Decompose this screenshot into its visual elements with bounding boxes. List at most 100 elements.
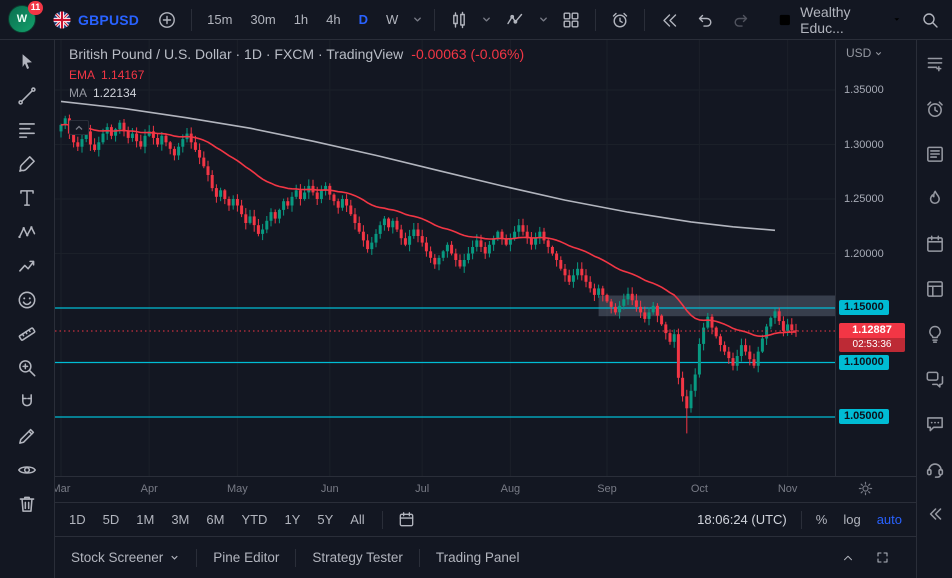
calendar-icon[interactable] bbox=[921, 232, 949, 256]
range-5y[interactable]: 5Y bbox=[317, 512, 334, 527]
currency-chevron-icon bbox=[876, 51, 882, 55]
news-icon[interactable] bbox=[921, 142, 949, 166]
level-price-label: 1.05000 bbox=[839, 409, 889, 424]
app-body: British Pound / U.S. Dollar · 1D · FXCM … bbox=[0, 40, 952, 578]
indicator-templates-chevron-icon[interactable] bbox=[537, 10, 549, 30]
auto-scale-toggle[interactable]: auto bbox=[876, 512, 902, 527]
trend-line-icon[interactable] bbox=[13, 82, 41, 110]
zoom-in-icon[interactable] bbox=[13, 354, 41, 382]
measure-icon[interactable] bbox=[13, 320, 41, 348]
chart-pane[interactable]: British Pound / U.S. Dollar · 1D · FXCM … bbox=[55, 40, 916, 476]
range-6m[interactable]: 6M bbox=[206, 512, 225, 527]
candlestick-chart[interactable] bbox=[55, 40, 835, 476]
range-5d[interactable]: 5D bbox=[102, 512, 120, 527]
symbol-button[interactable]: GBPUSD bbox=[46, 7, 145, 33]
hotlists-icon[interactable] bbox=[921, 187, 949, 211]
price-tick-label: 1.25000 bbox=[844, 193, 884, 205]
indicators-button[interactable] bbox=[501, 6, 529, 34]
top-toolbar: W 11 GBPUSD 15m 30m 1h 4h D W bbox=[0, 0, 952, 40]
range-1d[interactable]: 1D bbox=[69, 512, 86, 527]
interval-1h[interactable]: 1h bbox=[293, 12, 309, 27]
price-axis[interactable]: USD 1.35000 1.30000 1.25000 1.20000 1.15000 1… bbox=[835, 40, 916, 476]
time-axis-month-label: Oct bbox=[690, 483, 708, 495]
tab-trading-panel[interactable]: Trading Panel bbox=[435, 550, 520, 565]
interval-30m[interactable]: 30m bbox=[250, 12, 276, 27]
magnet-icon[interactable] bbox=[13, 388, 41, 416]
bar-countdown: 02:53:36 bbox=[839, 338, 905, 353]
tab-strategy-tester[interactable]: Strategy Tester bbox=[312, 550, 403, 565]
undo-button[interactable] bbox=[691, 6, 719, 34]
collapse-legend-button[interactable] bbox=[69, 120, 89, 135]
current-price-value: 1.12887 bbox=[852, 324, 892, 337]
alerts-icon[interactable] bbox=[921, 97, 949, 121]
chart-style-chevron-icon[interactable] bbox=[481, 10, 493, 30]
chart-style-candles-button[interactable] bbox=[445, 6, 473, 34]
account-avatar[interactable]: W 11 bbox=[8, 0, 43, 35]
drawing-toolbar bbox=[0, 40, 55, 578]
range-3m[interactable]: 3M bbox=[171, 512, 190, 527]
toolbar-separator bbox=[800, 510, 802, 529]
toolbar-separator bbox=[595, 8, 597, 31]
brush-icon[interactable] bbox=[13, 150, 41, 178]
fib-retracement-icon[interactable] bbox=[13, 116, 41, 144]
time-axis-month-label: Mar bbox=[55, 483, 71, 495]
gbp-flag-icon bbox=[53, 11, 71, 28]
redo-button[interactable] bbox=[727, 6, 755, 34]
support-icon[interactable] bbox=[921, 457, 949, 481]
expand-panel-chevron-button[interactable] bbox=[836, 546, 860, 570]
chart-plot[interactable]: British Pound / U.S. Dollar · 1D · FXCM … bbox=[55, 40, 835, 476]
chart-column: British Pound / U.S. Dollar · 1D · FXCM … bbox=[55, 40, 916, 578]
percent-scale-toggle[interactable]: % bbox=[815, 512, 828, 527]
tab-stock-screener[interactable]: Stock Screener bbox=[71, 550, 180, 565]
tab-separator bbox=[295, 548, 297, 567]
price-tick-label: 1.30000 bbox=[844, 138, 884, 151]
pencil-icon[interactable] bbox=[13, 422, 41, 450]
forecast-icon[interactable] bbox=[13, 252, 41, 280]
time-axis-month-label: May bbox=[227, 483, 248, 495]
bar-replay-button[interactable] bbox=[655, 6, 683, 34]
alert-button[interactable] bbox=[606, 6, 634, 34]
save-layout-button[interactable]: Wealthy Educ... bbox=[771, 1, 908, 39]
range-toolbar: 1D 5D 1M 3M 6M YTD 1Y 5Y All 18:06:24 (U… bbox=[55, 502, 916, 536]
range-1m[interactable]: 1M bbox=[136, 512, 155, 527]
private-chats-icon[interactable] bbox=[921, 412, 949, 436]
interval-menu-chevron-icon[interactable] bbox=[411, 10, 423, 30]
bottom-panel: Stock Screener Pine Editor Strategy Test… bbox=[55, 536, 916, 578]
time-axis-month-label: Aug bbox=[500, 483, 521, 495]
multichart-layout-button[interactable] bbox=[557, 6, 585, 34]
interval-1d[interactable]: D bbox=[358, 12, 369, 27]
collapse-panel-icon[interactable] bbox=[921, 502, 949, 526]
level-price-label: 1.15000 bbox=[839, 300, 889, 315]
range-all[interactable]: All bbox=[350, 512, 365, 527]
interval-1w[interactable]: W bbox=[386, 12, 399, 27]
interval-4h[interactable]: 4h bbox=[326, 12, 341, 27]
utc-clock[interactable]: 18:06:24 (UTC) bbox=[697, 512, 787, 527]
xabcd-pattern-icon[interactable] bbox=[13, 218, 41, 246]
toolbar-separator bbox=[644, 8, 646, 31]
layout-square-icon bbox=[780, 14, 791, 25]
interval-15m[interactable]: 15m bbox=[207, 12, 233, 27]
data-window-icon[interactable] bbox=[921, 277, 949, 301]
price-tick-label: 1.20000 bbox=[844, 247, 884, 260]
time-axis[interactable]: Mar Apr May Jun Jul Aug Sep Oct Nov bbox=[55, 476, 916, 502]
range-1y[interactable]: 1Y bbox=[284, 512, 301, 527]
go-to-date-button[interactable] bbox=[395, 508, 419, 532]
range-ytd[interactable]: YTD bbox=[241, 512, 268, 527]
fullscreen-button[interactable] bbox=[870, 546, 894, 570]
public-chats-icon[interactable] bbox=[921, 367, 949, 391]
log-scale-toggle[interactable]: log bbox=[843, 512, 861, 527]
chart-settings-gear-icon[interactable] bbox=[857, 480, 874, 500]
tab-pine-editor[interactable]: Pine Editor bbox=[213, 550, 280, 565]
remove-drawings-icon[interactable] bbox=[13, 490, 41, 518]
quick-search-button[interactable] bbox=[916, 6, 944, 34]
watchlist-icon[interactable] bbox=[921, 52, 949, 76]
right-sidebar bbox=[916, 40, 952, 578]
currency-dropdown[interactable]: USD bbox=[846, 46, 883, 60]
cursor-tool-icon[interactable] bbox=[13, 48, 41, 76]
text-tool-icon[interactable] bbox=[13, 184, 41, 212]
emoji-icon[interactable] bbox=[13, 286, 41, 314]
compare-add-symbol-button[interactable] bbox=[153, 6, 181, 34]
layout-menu-chevron-icon bbox=[894, 18, 900, 21]
ideas-icon[interactable] bbox=[921, 322, 949, 346]
hide-drawings-icon[interactable] bbox=[13, 456, 41, 484]
